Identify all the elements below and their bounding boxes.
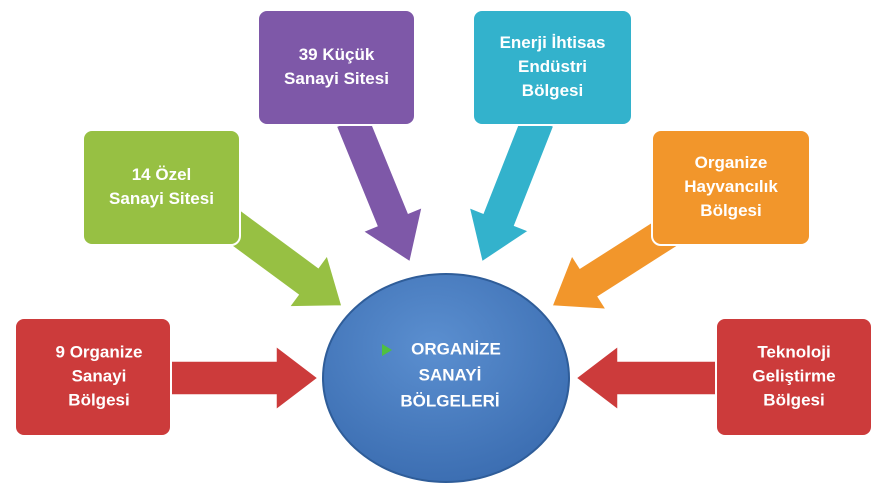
arrow [550,216,679,311]
center-circle [322,273,570,483]
node-label: Bölgesi [763,390,824,409]
node-label: Bölgesi [522,81,583,100]
boxes [14,9,873,437]
labels: 9 Organize Sanayi Bölgesi 14 Özel Sanayi Sit… [56,33,836,411]
node-box [14,317,172,437]
node-label: Geliştirme [752,366,835,385]
node-box [715,317,873,437]
node-label: Organize [695,153,768,172]
node-box [82,129,241,246]
arrow [468,112,555,264]
bullet [382,344,392,356]
node-label: 14 Özel [132,165,192,184]
node-label: Sanayi Sitesi [109,189,214,208]
arrow [169,344,320,412]
center-label: BÖLGELERİ [400,391,499,410]
center-label: SANAYİ [419,365,482,384]
node-label: Sanayi [72,366,127,385]
node-box [257,9,416,126]
center-label: ORGANİZE [411,339,501,358]
arrow [216,207,343,308]
node-box [651,129,811,246]
node-label: 9 Organize [56,342,143,361]
node-label: 39 Küçük [299,45,375,64]
arrow [574,344,721,412]
node-label: Endüstri [518,57,587,76]
node-label: Teknoloji [757,342,830,361]
node-box [472,9,633,126]
node-label: Bölgesi [68,390,129,409]
node-label: Bölgesi [700,201,761,220]
arrow [335,112,424,264]
arrows [169,112,721,412]
node-label: Sanayi Sitesi [284,69,389,88]
node-label: Hayvancılık [684,177,778,196]
node-label: Enerji İhtisas [500,33,606,52]
